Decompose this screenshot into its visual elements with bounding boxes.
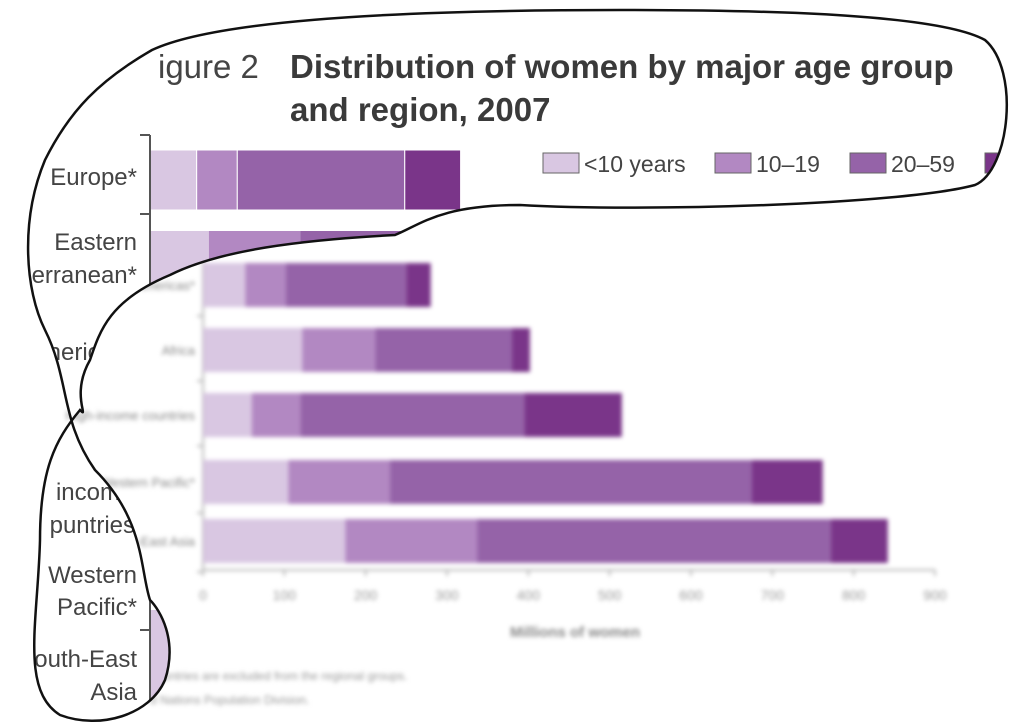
legend-swatch	[542, 152, 580, 174]
category-label: Pacific*	[57, 594, 137, 621]
legend-label: 20–59	[891, 151, 955, 177]
bg-bar-segment	[524, 393, 622, 437]
bg-bar-segment	[203, 263, 246, 307]
bar-europe-segment	[404, 149, 462, 211]
bg-bar-segment	[477, 519, 831, 563]
bg-footnote: d Nations Population Division.	[150, 693, 309, 707]
bg-x-tick-label: 500	[598, 587, 622, 603]
bg-bar-segment	[390, 460, 752, 504]
category-label: Eastern	[54, 229, 137, 256]
bg-bar-segment	[203, 460, 289, 504]
bg-bar-segment	[302, 328, 376, 372]
bg-bar-segment	[203, 328, 303, 372]
bg-bar-segment	[251, 393, 301, 437]
chart-title-line-1: Distribution of women by major age group	[290, 48, 954, 85]
bg-x-tick-label: 700	[761, 587, 785, 603]
category-label: Europe*	[50, 164, 137, 191]
bg-bar-segment	[751, 460, 823, 504]
category-label: nericas	[48, 339, 125, 366]
bg-footnote: countries are excluded from the regional…	[150, 669, 407, 683]
bg-x-tick-label: 100	[273, 587, 297, 603]
bg-x-tick-label: 900	[923, 587, 947, 603]
bg-x-tick-label: 800	[842, 587, 866, 603]
bar-europe-segment	[196, 149, 238, 211]
legend-swatch	[714, 152, 752, 174]
bar-europe-segment	[236, 149, 406, 211]
figure-number: igure 2	[158, 48, 259, 85]
bg-x-axis-label: Millions of women	[510, 624, 640, 641]
bg-x-tick-label: 0	[199, 587, 207, 603]
category-label: puntries	[50, 512, 135, 539]
bg-x-tick-label: 600	[679, 587, 703, 603]
bg-bar-segment	[345, 519, 478, 563]
bg-bar-segment	[245, 263, 286, 307]
category-label: erranean*	[32, 262, 137, 289]
category-label: outh-East	[34, 646, 137, 673]
bg-bar-segment	[512, 328, 530, 372]
bg-bar-segment	[203, 393, 252, 437]
category-label: Asia	[90, 679, 137, 706]
bg-category-label: High-income countries	[66, 408, 196, 423]
bg-category-label: Africa	[162, 343, 196, 358]
category-label: Western	[48, 562, 137, 589]
bg-x-tick-label: 200	[354, 587, 378, 603]
bar-eastern-med-segment	[442, 231, 463, 291]
bg-bar-segment	[300, 393, 525, 437]
legend-label: <10 years	[584, 151, 686, 177]
bg-bar-segment	[406, 263, 431, 307]
bg-x-tick-label: 300	[435, 587, 459, 603]
bar-europe-segment	[149, 149, 198, 211]
bg-bar-segment	[830, 519, 888, 563]
bg-bar-segment	[288, 460, 391, 504]
bg-bar-segment	[203, 519, 346, 563]
bg-bar-segment	[285, 263, 407, 307]
bg-bar-segment	[375, 328, 513, 372]
bg-x-tick-label: 400	[517, 587, 541, 603]
legend-label: 10–19	[756, 151, 820, 177]
inset-outline	[26, 8, 1009, 723]
legend-swatch	[849, 152, 887, 174]
bg-category-label: Western Pacific*	[100, 475, 195, 490]
chart-title-line-2: and region, 2007	[290, 91, 550, 128]
chart-title-group: igure 2 Distribution of women by major a…	[158, 48, 954, 128]
